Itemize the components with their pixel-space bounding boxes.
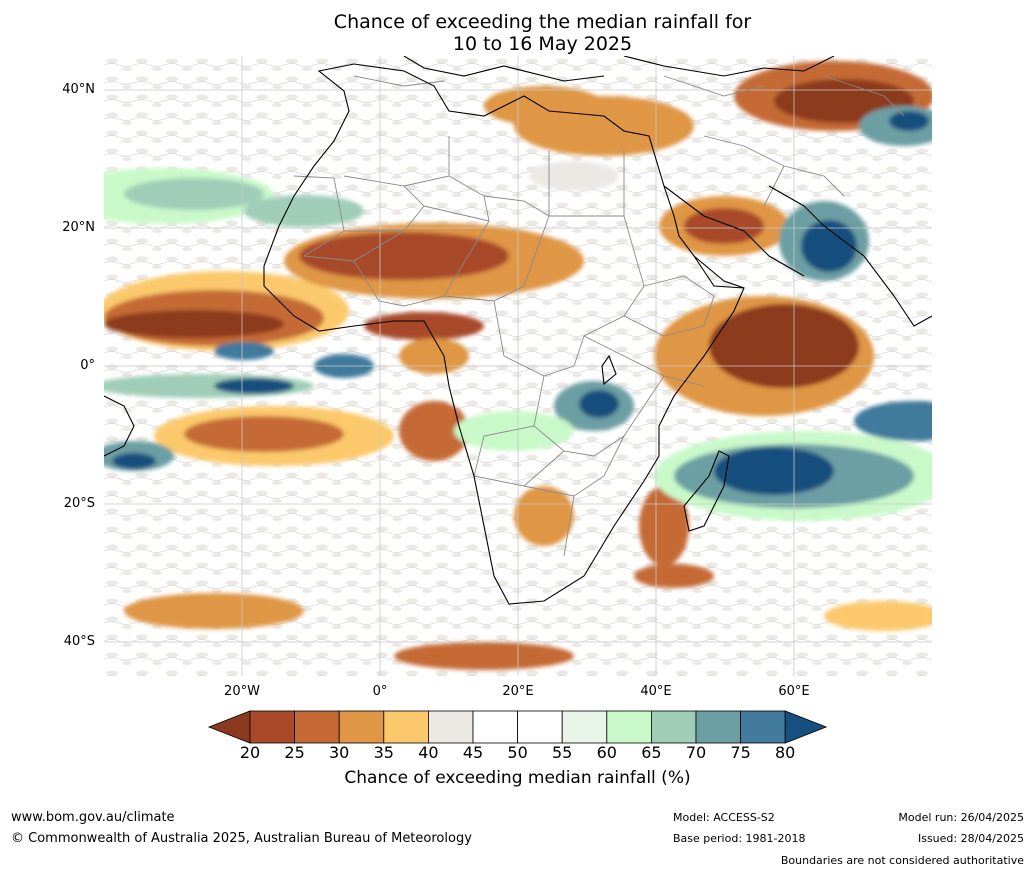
anomaly-region [801,220,857,272]
colorbar-cell [561,710,608,744]
anomaly-region [112,453,156,469]
anomaly-region [889,111,929,131]
colorbar-tick-label: 30 [329,743,350,762]
anomaly-region [639,486,689,566]
colorbar-cell [294,710,340,744]
rainfall-probability-map [104,56,932,676]
anomaly-region [214,378,294,394]
lat-tick-20s: 20°S [63,496,95,511]
rainfall-anomaly-regions [104,61,932,670]
boundaries-disclaimer: Boundaries are not considered authoritat… [780,854,1024,867]
lon-tick-20e: 20°E [502,684,534,699]
lon-tick-40e: 40°E [640,684,672,699]
anomaly-region [399,401,469,461]
issued-date: Issued: 28/04/2025 [917,832,1024,845]
anomaly-region [124,178,264,210]
anomaly-region [454,411,574,451]
anomaly-region [709,304,859,388]
lon-tick-60e: 60°E [778,684,810,699]
colorbar-cell [383,710,429,744]
anomaly-region [484,86,604,126]
colorbar-cell [695,710,741,744]
colorbar-cell [740,710,786,744]
colorbar [207,710,828,744]
colorbar-high-arrow [784,710,828,744]
lat-tick-0: 0° [80,358,95,373]
model-run-date: Model run: 26/04/2025 [898,811,1024,824]
colorbar-tick-label: 25 [284,743,305,762]
coastlines [104,56,932,605]
anomaly-region [214,342,274,360]
colorbar-tick-label: 55 [552,743,573,762]
anomaly-region [824,601,932,631]
colorbar-cell [650,710,697,744]
anomaly-region [529,161,619,191]
colorbar-tick-label: 45 [462,743,484,762]
lon-tick-0: 0° [372,684,388,699]
anomaly-region [514,486,574,546]
colorbar-cell [249,710,295,744]
model-name: Model: ACCESS-S2 [673,811,775,824]
anomaly-region [184,416,344,452]
anomaly-region [364,312,484,340]
website-link[interactable]: www.bom.gov.au/climate [11,810,175,825]
colorbar-title: Chance of exceeding median rainfall (%) [344,768,691,788]
anomaly-region [714,447,834,495]
lat-tick-40s: 40°S [63,634,95,649]
anomaly-region [684,208,764,244]
anomaly-region [579,390,619,418]
gridlines [104,56,932,676]
anomaly-region [854,401,932,441]
colorbar-cell [472,710,518,744]
colorbar-tick-label: 80 [775,743,796,762]
colorbar-cell [338,710,385,744]
lon-tick-20w: 20°W [224,684,260,699]
anomaly-region [399,338,469,374]
lat-tick-40n: 40°N [62,82,95,97]
colorbar-tick-label: 35 [373,743,394,762]
colorbar-low-arrow [207,710,251,744]
colorbar-cell [606,710,652,744]
map-subtitle-date: 10 to 16 May 2025 [452,33,633,55]
anomaly-region [394,642,574,670]
anomaly-region [299,232,509,280]
anomaly-region [124,593,304,629]
colorbar-tick-label: 65 [641,743,662,762]
colorbar-cell [427,710,474,744]
base-period: Base period: 1981-2018 [673,832,806,845]
colorbar-tick-label: 75 [730,743,751,762]
colorbar-tick-label: 50 [507,743,528,762]
copyright-notice: © Commonwealth of Australia 2025, Austra… [11,831,472,846]
colorbar-tick-label: 70 [685,743,707,762]
colorbar-tick-label: 20 [239,743,261,762]
anomaly-region [634,564,714,588]
colorbar-tick-label: 40 [418,743,439,762]
lat-tick-20n: 20°N [62,220,95,235]
colorbar-tick-label: 60 [596,743,617,762]
anomaly-region [244,195,364,227]
colorbar-cell [517,710,563,744]
anomaly-region [104,310,284,338]
map-title: Chance of exceeding the median rainfall … [333,11,752,33]
